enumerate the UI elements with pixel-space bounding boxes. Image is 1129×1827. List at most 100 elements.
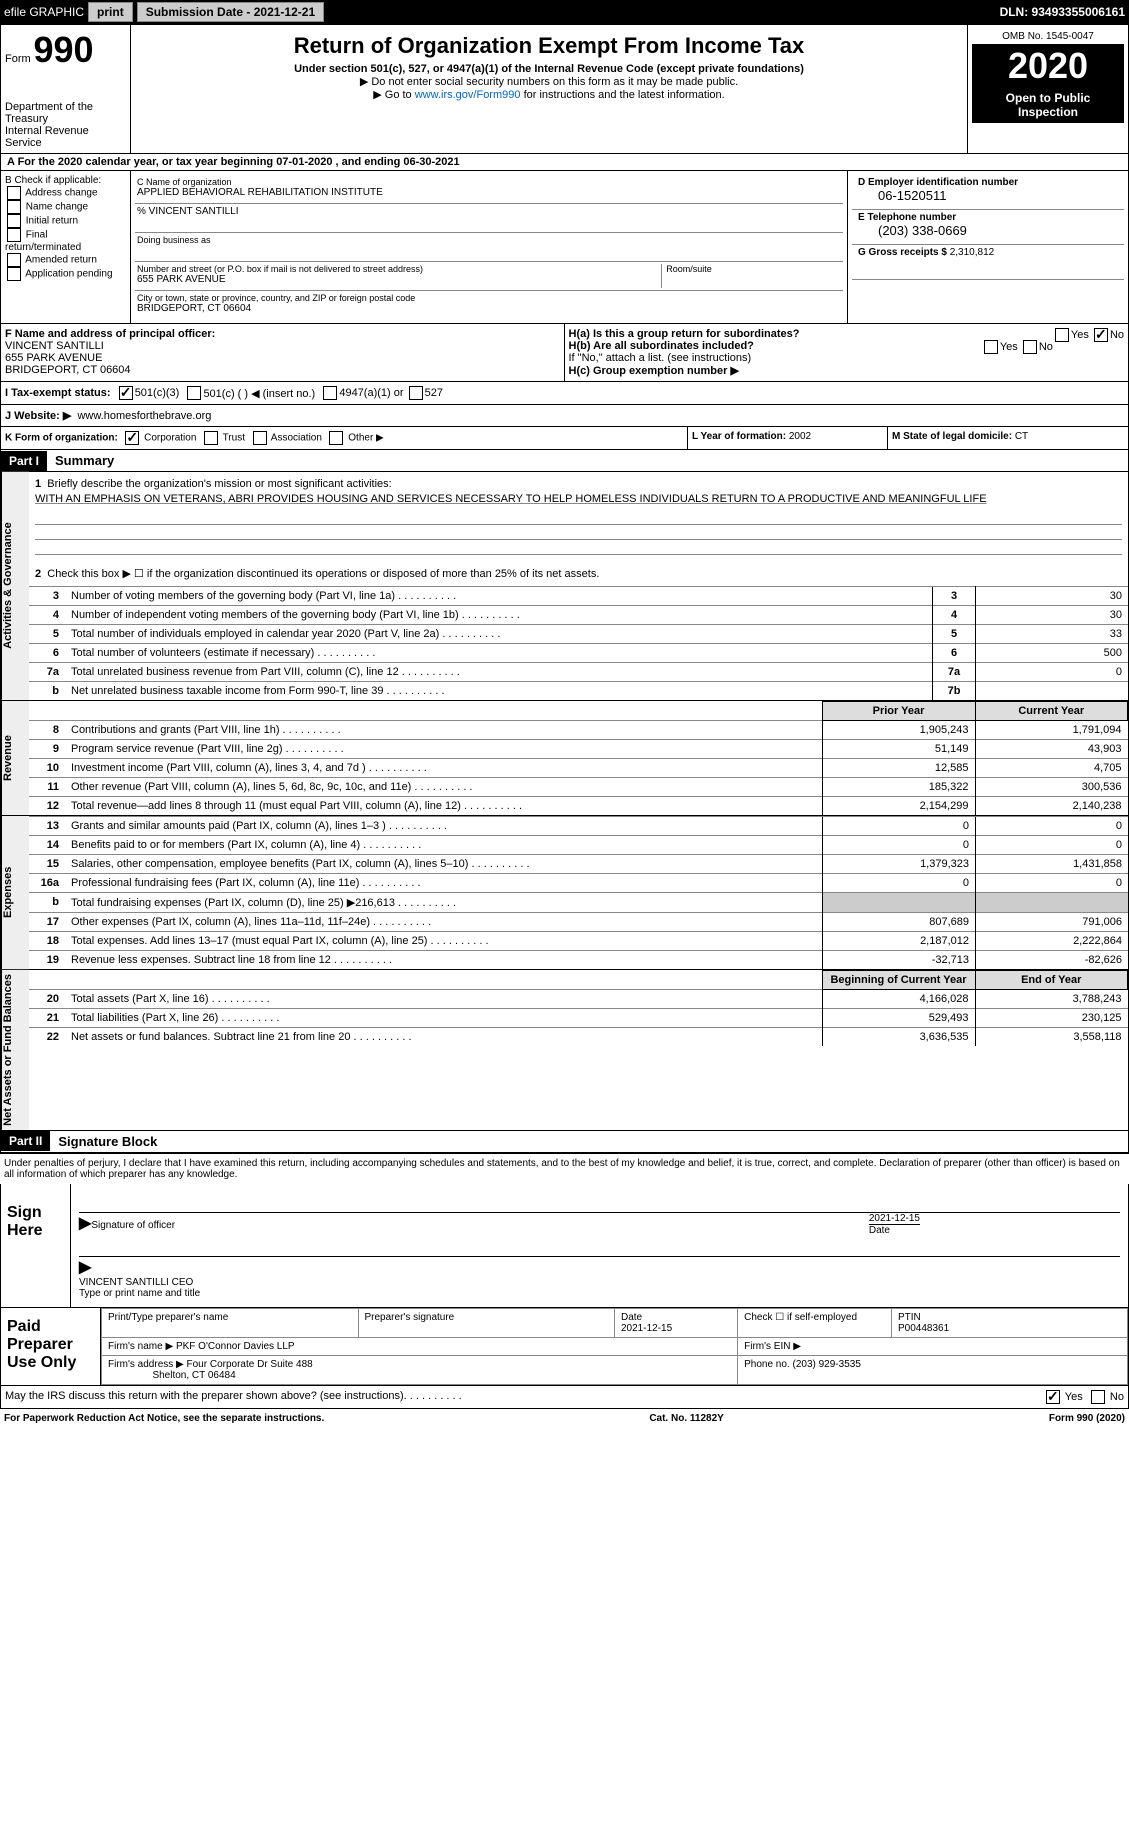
opt-corp: Corporation <box>144 433 196 444</box>
table-row: bNet unrelated business taxable income f… <box>29 681 1128 700</box>
cb-501c[interactable] <box>187 386 201 400</box>
website-row: J Website: ▶ www.homesforthebrave.org <box>0 405 1129 427</box>
cb-4947[interactable] <box>323 386 337 400</box>
org-name: APPLIED BEHAVIORAL REHABILITATION INSTIT… <box>137 187 841 198</box>
netassets-block: Net Assets or Fund Balances Beginning of… <box>0 970 1129 1131</box>
print-button[interactable]: print <box>88 2 133 22</box>
sign-here-block: Sign Here ▶Signature of officer 2021-12-… <box>0 1184 1129 1308</box>
opt-trust: Trust <box>223 433 245 444</box>
ha-label: H(a) Is this a group return for subordin… <box>569 328 800 340</box>
table-row: 22Net assets or fund balances. Subtract … <box>29 1027 1128 1046</box>
netassets-label: Net Assets or Fund Balances <box>1 970 29 1130</box>
top-bar: efile GRAPHIC print Submission Date - 20… <box>0 0 1129 24</box>
box-c: C Name of organization APPLIED BEHAVIORA… <box>131 171 848 323</box>
checkbox-app-pending[interactable]: Application pending <box>5 267 126 281</box>
irs-link[interactable]: www.irs.gov/Form990 <box>415 89 521 101</box>
firm-city: Shelton, CT 06484 <box>152 1370 235 1381</box>
table-row: 10Investment income (Part VIII, column (… <box>29 758 1128 777</box>
firm-name-label: Firm's name ▶ <box>108 1341 173 1352</box>
line2-block: 2 Check this box ▶ ☐ if the organization… <box>29 561 1128 586</box>
governance-table: 3Number of voting members of the governi… <box>29 586 1128 700</box>
netassets-table: Beginning of Current Year End of Year 20… <box>29 970 1128 1046</box>
cb-trust[interactable] <box>204 431 218 445</box>
revenue-table: Prior Year Current Year 8Contributions a… <box>29 701 1128 815</box>
box-f: F Name and address of principal officer:… <box>1 324 565 381</box>
domicile-label: M State of legal domicile: <box>892 431 1012 442</box>
revenue-header-row: Prior Year Current Year <box>29 701 1128 720</box>
table-row: 3Number of voting members of the governi… <box>29 586 1128 605</box>
phone-label: E Telephone number <box>858 212 1118 223</box>
part1-header: Part I <box>1 451 47 471</box>
box-b-title: B Check if applicable: <box>5 175 126 186</box>
table-row: 19Revenue less expenses. Subtract line 1… <box>29 950 1128 969</box>
table-row: 8Contributions and grants (Part VIII, li… <box>29 720 1128 739</box>
ein-label: D Employer identification number <box>858 177 1118 188</box>
submission-date-label: Submission Date - 2021-12-21 <box>137 2 324 22</box>
form-number-box: Form 990 Department of the Treasury Inte… <box>1 25 131 153</box>
table-row: 9Program service revenue (Part VIII, lin… <box>29 739 1128 758</box>
cb-label: Amended return <box>25 255 97 266</box>
goto-pre: ▶ Go to <box>373 89 414 101</box>
table-row: 11Other revenue (Part VIII, column (A), … <box>29 777 1128 796</box>
cb-527[interactable] <box>409 386 423 400</box>
checkbox-name-change[interactable]: Name change <box>5 200 126 214</box>
revenue-block: Revenue Prior Year Current Year 8Contrib… <box>0 701 1129 816</box>
officer-name-label: Type or print name and title <box>79 1288 200 1299</box>
dept-label: Department of the Treasury Internal Reve… <box>5 101 126 149</box>
declaration-text: Under penalties of perjury, I declare th… <box>0 1153 1129 1184</box>
opt-527: 527 <box>425 387 443 399</box>
firm-addr-label: Firm's address ▶ <box>108 1359 184 1370</box>
firm-phone: (203) 929-3535 <box>793 1359 861 1370</box>
firm-ein-label: Firm's EIN ▶ <box>744 1341 801 1352</box>
mission-text: WITH AN EMPHASIS ON VETERANS, ABRI PROVI… <box>35 493 987 505</box>
checkbox-final-return[interactable]: Final return/terminated <box>5 228 126 253</box>
checkbox-amended[interactable]: Amended return <box>5 253 126 267</box>
table-row: 15Salaries, other compensation, employee… <box>29 854 1128 873</box>
officer-group-row: F Name and address of principal officer:… <box>0 324 1129 382</box>
part2-header: Part II <box>1 1131 50 1151</box>
hc-label: H(c) Group exemption number ▶ <box>569 365 739 377</box>
cb-discuss-no[interactable] <box>1091 1390 1105 1404</box>
cb-other[interactable] <box>329 431 343 445</box>
inspection-label: Open to Public Inspection <box>972 87 1124 123</box>
cb-discuss-yes[interactable] <box>1046 1390 1060 1404</box>
room-label: Room/suite <box>666 264 841 274</box>
cb-label: Initial return <box>26 216 78 227</box>
street-addr: 655 PARK AVENUE <box>137 274 661 285</box>
form-subtitle: Under section 501(c), 527, or 4947(a)(1)… <box>135 63 963 75</box>
form-label: Form <box>5 53 31 65</box>
efile-label: efile GRAPHIC <box>4 5 84 19</box>
cb-corp[interactable] <box>125 431 139 445</box>
firm-name: PKF O'Connor Davies LLP <box>176 1341 295 1352</box>
tax-year: 2020 <box>972 45 1124 87</box>
tax-year-row: A For the 2020 calendar year, or tax yea… <box>0 154 1129 171</box>
tax-exempt-row: I Tax-exempt status: 501(c)(3) 501(c) ( … <box>0 382 1129 405</box>
preparer-table: Print/Type preparer's name Preparer's si… <box>101 1308 1128 1385</box>
bottom-footer: For Paperwork Reduction Act Notice, see … <box>0 1409 1129 1428</box>
cb-assoc[interactable] <box>253 431 267 445</box>
prep-print-label: Print/Type preparer's name <box>108 1312 228 1323</box>
domicile-value: CT <box>1015 431 1028 442</box>
cb-label: Application pending <box>25 269 112 280</box>
cb-501c3[interactable] <box>119 386 133 400</box>
hb-label: H(b) Are all subordinates included? <box>569 340 754 352</box>
gross-receipts-value: 2,310,812 <box>950 247 995 258</box>
discuss-text: May the IRS discuss this return with the… <box>5 1390 404 1404</box>
expenses-table: 13Grants and similar amounts paid (Part … <box>29 816 1128 969</box>
dln: DLN: 93493355006161 <box>1000 5 1125 19</box>
checkbox-initial-return[interactable]: Initial return <box>5 214 126 228</box>
checkbox-address-change[interactable]: Address change <box>5 186 126 200</box>
officer-addr: 655 PARK AVENUE <box>5 352 102 364</box>
table-row: 20Total assets (Part X, line 16)4,166,02… <box>29 989 1128 1008</box>
table-row: 4Number of independent voting members of… <box>29 605 1128 624</box>
part2-bar: Part II Signature Block <box>0 1131 1129 1153</box>
cb-label: Address change <box>25 188 97 199</box>
table-row: 21Total liabilities (Part X, line 26)529… <box>29 1008 1128 1027</box>
year-formation-value: 2002 <box>789 431 811 442</box>
officer-city: BRIDGEPORT, CT 06604 <box>5 364 131 376</box>
table-row: 16aProfessional fundraising fees (Part I… <box>29 873 1128 892</box>
prep-sig-label: Preparer's signature <box>365 1312 455 1323</box>
org-name-label: C Name of organization <box>137 177 841 187</box>
form-org-label: K Form of organization: <box>5 433 118 444</box>
box-m: M State of legal domicile: CT <box>888 427 1128 449</box>
